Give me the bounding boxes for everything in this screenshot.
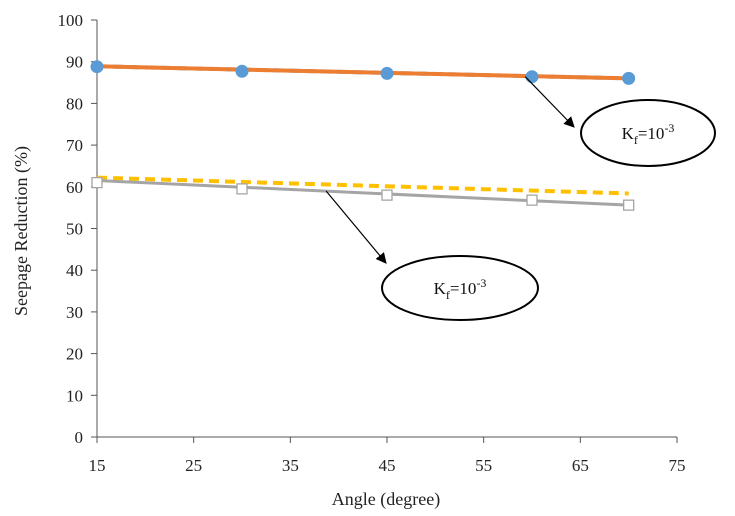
x-tick-label: 45 (379, 456, 396, 475)
series-4-line (95, 179, 631, 207)
callout-label-part: =10 (450, 279, 477, 298)
callout-label-part: K (622, 124, 635, 143)
callout-label-part: -3 (476, 276, 486, 290)
axes: 0 10 20 30 40 50 60 70 80 90 100 15 25 35 45 55 65 75 (58, 11, 686, 475)
series-line (95, 179, 631, 207)
x-tick-label: 25 (185, 456, 202, 475)
data-point (380, 66, 394, 80)
callout-label-part: K (434, 279, 447, 298)
y-tick-label: 0 (75, 428, 84, 447)
y-tick-label: 80 (66, 94, 83, 113)
y-tick-label: 10 (66, 386, 83, 405)
data-point (381, 189, 393, 201)
callout-1: Kf=10-3 (524, 76, 716, 167)
y-tick-label: 70 (66, 136, 83, 155)
data-point (236, 183, 248, 195)
x-tick-label: 15 (89, 456, 106, 475)
y-tick-label: 60 (66, 178, 83, 197)
data-point (235, 64, 249, 78)
data-point (90, 60, 104, 74)
x-tick-label: 65 (572, 456, 589, 475)
series-5-markers (91, 176, 635, 211)
series-line (95, 64, 631, 81)
data-series (90, 60, 636, 211)
x-tick-label: 55 (475, 456, 492, 475)
y-tick-label: 100 (58, 11, 84, 30)
callout-label: Kf=10-3 (434, 276, 487, 302)
annotations: Kf=10-3Kf=10-3 (325, 76, 716, 321)
y-tick-label: 90 (66, 53, 83, 72)
callout-ellipse (580, 99, 716, 167)
data-point (525, 70, 539, 84)
callout-label-part: f (446, 288, 450, 302)
x-tick-label: 75 (669, 456, 686, 475)
series-2-line (95, 64, 631, 81)
callout-2: Kf=10-3 (325, 190, 539, 321)
y-tick-label: 20 (66, 345, 83, 364)
x-axis-title: Angle (degree) (332, 489, 440, 510)
callout-label-part: -3 (664, 121, 674, 135)
data-point (526, 194, 538, 206)
y-axis-title: Seepage Reduction (%) (11, 146, 32, 316)
callout-label: Kf=10-3 (622, 121, 675, 147)
y-tick-label: 50 (66, 220, 83, 239)
callout-label-part: f (634, 133, 638, 147)
callout-arrow (325, 190, 387, 264)
series-3-trendline (96, 175, 629, 196)
y-tick-label: 40 (66, 261, 83, 280)
x-tick-label: 35 (282, 456, 299, 475)
callout-ellipse (381, 255, 539, 321)
y-tick-label: 30 (66, 303, 83, 322)
callout-label-part: =10 (638, 124, 665, 143)
series-0-markers (90, 60, 636, 85)
data-point (91, 176, 103, 189)
data-point (622, 71, 636, 85)
callout-arrow (524, 76, 575, 128)
data-point (623, 199, 635, 211)
trendline (96, 175, 629, 196)
